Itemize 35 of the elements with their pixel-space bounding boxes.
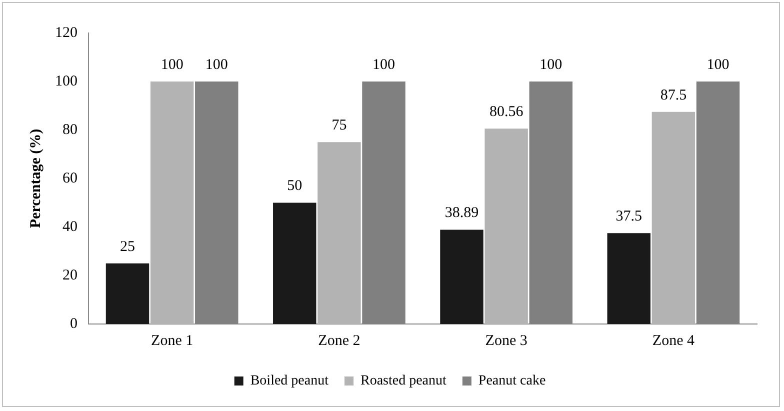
bar [652, 112, 696, 324]
legend-label: Peanut cake [478, 374, 546, 389]
x-tick-label: Zone 3 [485, 332, 528, 349]
y-tick-label: 100 [55, 73, 78, 90]
data-label: 100 [706, 56, 730, 73]
bar [440, 230, 484, 324]
bar [273, 202, 316, 324]
data-label: 50 [287, 178, 302, 194]
bar [106, 263, 150, 324]
x-tick-label: Zone 2 [318, 332, 360, 349]
legend-label: Boiled peanut [250, 374, 329, 389]
data-label: 87.5 [660, 87, 687, 104]
bar [607, 233, 650, 324]
y-tick-label: 20 [62, 267, 78, 284]
data-label: 25 [120, 238, 135, 255]
data-label: 37.5 [616, 208, 642, 224]
data-label: 38.89 [444, 205, 479, 222]
x-tick-label: Zone 1 [151, 332, 194, 349]
y-tick-label: 0 [70, 316, 78, 332]
data-label: 75 [332, 118, 347, 134]
y-tick-label: 40 [62, 218, 78, 235]
data-label: 100 [372, 56, 396, 73]
y-tick-label: 80 [62, 122, 78, 138]
bar [484, 128, 528, 324]
y-tick-label: 60 [62, 170, 78, 186]
data-label: 100 [205, 56, 228, 73]
bar [318, 142, 361, 324]
bar [150, 82, 194, 324]
x-tick-label: Zone 4 [652, 332, 695, 349]
data-label: 100 [160, 56, 184, 73]
data-label: 100 [540, 56, 562, 73]
data-label: 80.56 [489, 104, 524, 120]
y-axis-title: Percentage (%) [28, 128, 44, 228]
y-tick-label: 120 [55, 24, 78, 41]
legend-label: Roasted peanut [360, 374, 447, 389]
